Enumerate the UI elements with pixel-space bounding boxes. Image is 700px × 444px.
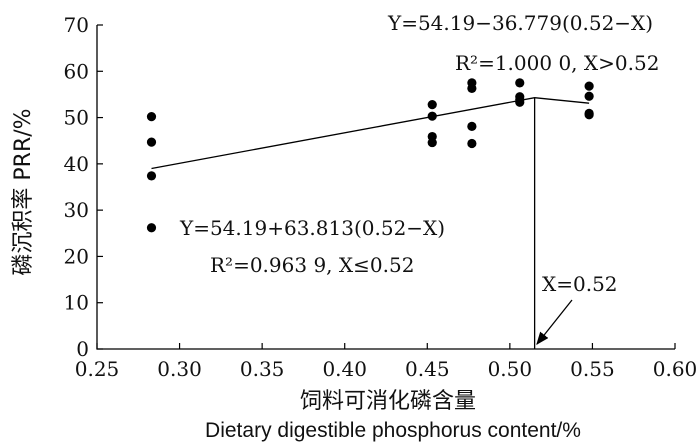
equation-right: Y=54.19−36.779(0.52−X) xyxy=(387,11,653,35)
data-point xyxy=(427,137,437,148)
r2-left: R²=0.963 9, X≤0.52 xyxy=(210,253,414,277)
breakpoint-label: X=0.52 xyxy=(542,272,618,296)
x-tick-label: 0.55 xyxy=(570,357,615,381)
y-tick-label: 40 xyxy=(64,152,89,176)
y-tick-label: 20 xyxy=(64,244,89,268)
data-point xyxy=(146,171,157,181)
x-tick-label: 0.40 xyxy=(322,357,367,381)
y-ticks: 0 10 20 30 40 50 60 70 xyxy=(64,13,103,361)
y-tick-label: 0 xyxy=(76,337,89,361)
y-tick-label: 50 xyxy=(64,106,89,130)
x-axis-title: 饲料可消化磷含量 xyxy=(300,389,476,414)
x-tick-label: 0.25 xyxy=(75,357,120,381)
data-point xyxy=(515,78,525,88)
x-axis-title-en: Dietary digestible phosphorus content/% xyxy=(205,419,581,442)
data-point xyxy=(584,81,594,91)
x-tick-label: 0.30 xyxy=(157,357,202,381)
data-points xyxy=(146,78,594,233)
x-tick-label: 0.45 xyxy=(405,357,450,381)
y-tick-label: 30 xyxy=(64,198,89,222)
data-point xyxy=(146,112,157,122)
data-point xyxy=(427,111,437,121)
data-point xyxy=(515,97,525,107)
equation-left: Y=54.19+63.813(0.52−X) xyxy=(179,216,445,240)
y-tick-label: 10 xyxy=(64,291,89,315)
data-point xyxy=(467,138,477,149)
breakpoint-arrow xyxy=(536,299,573,346)
data-point xyxy=(467,121,477,131)
r2-right: R²=1.000 0, X>0.52 xyxy=(455,51,659,75)
fit-lines xyxy=(151,97,590,349)
y-axis-title: 磷沉积率 PRR/% xyxy=(11,108,36,275)
y-tick-label: 60 xyxy=(64,59,89,83)
fit-line xyxy=(151,97,590,170)
data-point xyxy=(146,137,157,147)
x-tick-label: 0.50 xyxy=(488,357,533,381)
x-tick-label: 0.35 xyxy=(240,357,285,381)
x-ticks: 0.25 0.30 0.35 0.40 0.45 0.50 0.55 0.60 xyxy=(75,343,698,381)
y-tick-label: 70 xyxy=(64,13,89,37)
data-point xyxy=(584,91,594,101)
data-point xyxy=(427,100,437,110)
data-point xyxy=(467,83,477,94)
data-point xyxy=(146,223,157,233)
x-tick-label: 0.60 xyxy=(653,357,698,381)
data-point xyxy=(584,110,594,120)
